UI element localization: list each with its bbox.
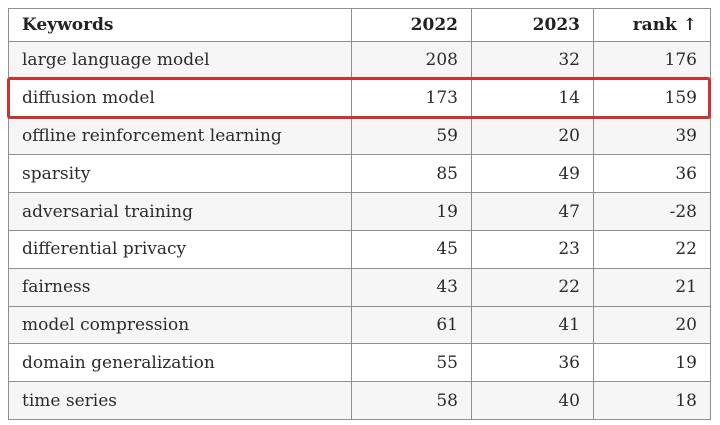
table-row: adversarial training 19 47 -28 [8,192,711,231]
count-2022-cell: 85 [351,154,472,194]
keyword-cell: domain generalization [8,343,352,383]
rank-cell: 39 [593,116,711,156]
count-2023-cell: 47 [471,192,594,231]
count-2022-cell: 58 [351,381,472,420]
rank-cell: 21 [593,267,711,307]
keyword-cell: model compression [8,305,352,345]
table-row: diffusion model 173 14 159 [8,78,711,118]
count-2023-cell: 49 [471,154,594,194]
table-row: fairness 43 22 21 [8,267,711,307]
count-2022-cell: 59 [351,116,472,156]
table-row: offline reinforcement learning 59 20 39 [8,116,711,156]
rank-cell: 176 [593,41,711,80]
column-header-2023: 2023 [471,8,594,42]
keyword-cell: adversarial training [8,192,352,231]
count-2023-cell: 41 [471,305,594,345]
table-row: time series 58 40 18 [8,381,711,420]
count-2023-cell: 36 [471,343,594,383]
count-2023-cell: 14 [471,78,594,118]
count-2023-cell: 23 [471,229,594,269]
table-row: differential privacy 45 23 22 [8,229,711,269]
keyword-cell: differential privacy [8,229,352,269]
header-row: Keywords 2022 2023 rank ↑ [8,8,711,42]
rank-cell: 159 [593,78,711,118]
table-body: large language model 208 32 176 diffusio… [8,41,711,420]
count-2023-cell: 22 [471,267,594,307]
table-row: model compression 61 41 20 [8,305,711,345]
keyword-cell: offline reinforcement learning [8,116,352,156]
count-2022-cell: 208 [351,41,472,80]
keywords-table-container: Keywords 2022 2023 rank ↑ large language… [7,8,711,420]
column-header-rank-sort[interactable]: rank ↑ [593,8,711,42]
rank-cell: 20 [593,305,711,345]
rank-cell: 22 [593,229,711,269]
count-2022-cell: 43 [351,267,472,307]
keyword-cell: large language model [8,41,352,80]
count-2023-cell: 32 [471,41,594,80]
keyword-cell: sparsity [8,154,352,194]
table-header: Keywords 2022 2023 rank ↑ [8,8,711,42]
rank-cell: -28 [593,192,711,231]
rank-cell: 19 [593,343,711,383]
table-row: large language model 208 32 176 [8,41,711,80]
keyword-cell: fairness [8,267,352,307]
count-2023-cell: 40 [471,381,594,420]
count-2022-cell: 55 [351,343,472,383]
keyword-cell: diffusion model [8,78,352,118]
count-2022-cell: 45 [351,229,472,269]
count-2022-cell: 19 [351,192,472,231]
rank-cell: 18 [593,381,711,420]
column-header-2022: 2022 [351,8,472,42]
keywords-table: Keywords 2022 2023 rank ↑ large language… [8,8,711,420]
count-2023-cell: 20 [471,116,594,156]
rank-cell: 36 [593,154,711,194]
keyword-cell: time series [8,381,352,420]
table-row: sparsity 85 49 36 [8,154,711,194]
count-2022-cell: 173 [351,78,472,118]
table-row: domain generalization 55 36 19 [8,343,711,383]
count-2022-cell: 61 [351,305,472,345]
column-header-keywords: Keywords [8,8,352,42]
